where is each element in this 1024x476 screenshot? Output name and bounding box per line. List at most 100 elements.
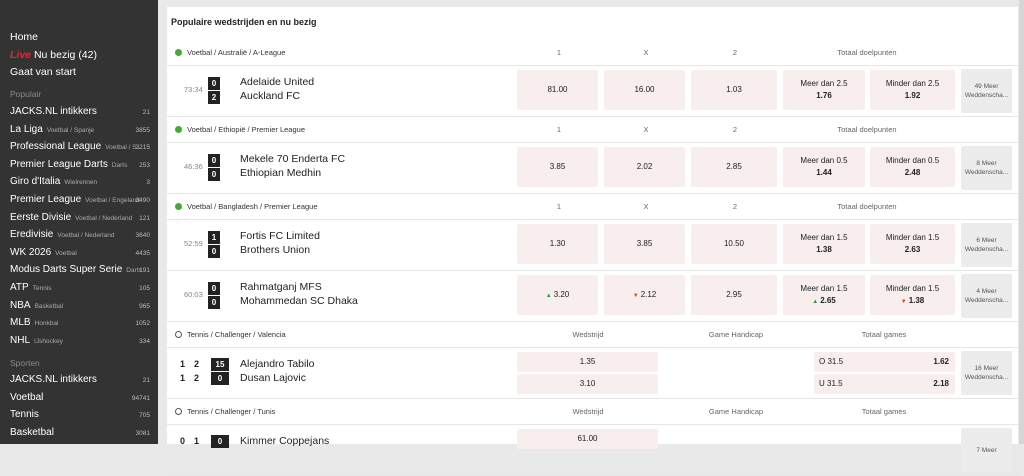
match-time: 52:59 xyxy=(184,239,203,248)
live-badge: Live xyxy=(10,49,32,61)
score: 1 xyxy=(208,231,220,244)
item-sub: Voetbal xyxy=(55,249,77,257)
odds-button[interactable]: 2.02 xyxy=(604,147,685,187)
more-bets-button[interactable]: 8 Meer Weddenscha... xyxy=(961,146,1012,190)
nav-upcoming[interactable]: Gaat van start xyxy=(10,66,76,78)
item-name: JACKS.NL intikkers xyxy=(10,374,97,385)
sidebar-item[interactable]: Giro d'Italia Wielrennen xyxy=(10,176,97,187)
sidebar-item[interactable]: La Liga Voetbal / Spanje xyxy=(10,124,94,135)
item-name: JACKS.NL intikkers xyxy=(10,106,97,117)
sidebar-item[interactable]: JACKS.NL intikkers xyxy=(10,106,97,117)
total-odd: 2.18 xyxy=(933,379,949,388)
odd-value: 81.00 xyxy=(547,85,568,94)
more-bets-button[interactable]: 16 Meer Weddenscha... xyxy=(961,351,1012,395)
odds-button[interactable]: 3.10 xyxy=(517,374,658,394)
item-count: 3855 xyxy=(135,126,150,134)
odds-button[interactable]: 61.00 xyxy=(517,429,658,449)
total-button[interactable]: Meer dan 1.5 ▲ 2.65 xyxy=(783,275,865,315)
team-name: Auckland FC xyxy=(240,90,301,102)
item-sub: Voetbal / S... xyxy=(105,144,143,152)
event-row: 46:36 0 0 Mekele 70 Enderta FC Ethiopian Med… xyxy=(167,143,1018,194)
more-bets-button[interactable]: 7 Meer xyxy=(961,428,1012,472)
sidebar-item[interactable]: Modus Darts Super Serie Darts xyxy=(10,264,142,275)
more-bets-button[interactable]: 49 Meer Weddenscha... xyxy=(961,69,1012,113)
odds-button[interactable]: 2.95 xyxy=(691,275,777,315)
sidebar-item[interactable]: Tennis xyxy=(10,409,39,420)
score: 0 xyxy=(208,77,220,90)
odds-button[interactable]: 2.85 xyxy=(691,147,777,187)
odds-button[interactable]: ▼ 2.12 xyxy=(604,275,685,315)
total-odd: 1.38 xyxy=(783,244,865,256)
column-header: Totaal doelpunten xyxy=(837,202,897,211)
sidebar-item[interactable]: NHL IJshockey xyxy=(10,335,63,346)
total-odd: 2.63 xyxy=(870,244,955,256)
event-row: 73:34 0 2 Adelaide United Auckland FC 81.00 16… xyxy=(167,66,1018,117)
sidebar-item[interactable]: Premier League Darts Darts xyxy=(10,159,127,170)
odds-button[interactable]: 3.85 xyxy=(517,147,598,187)
total-button[interactable]: Minder dan 0.5 2.48 xyxy=(870,147,955,187)
total-button[interactable]: Meer dan 2.5 1.76 xyxy=(783,70,865,110)
sidebar-item[interactable]: Eredivisie Voetbal / Nederland xyxy=(10,229,114,240)
item-sub: Voetbal / Nederland xyxy=(75,214,133,222)
odds-button[interactable]: 1.30 xyxy=(517,224,598,264)
sidebar-item[interactable]: WK 2026 Voetbal xyxy=(10,247,77,258)
more-bets-button[interactable]: 6 Meer Weddenscha... xyxy=(961,223,1012,267)
team-name: Mohammedan SC Dhaka xyxy=(240,295,358,307)
item-sub: Darts xyxy=(111,161,128,169)
odds-button[interactable]: 1.35 xyxy=(517,352,658,372)
odds-button[interactable]: 10.50 xyxy=(691,224,777,264)
set-score: 0 xyxy=(180,436,186,446)
trend-arrow: ▲ xyxy=(545,293,552,299)
match-time: 46:36 xyxy=(184,162,203,171)
odd-value: 1.38 xyxy=(908,296,925,305)
sidebar-item[interactable]: Eerste Divisie Voetbal / Nederland xyxy=(10,212,132,223)
total-odd: 2.48 xyxy=(870,167,955,179)
nav-live[interactable]: Live Nu bezig (42) xyxy=(10,49,97,61)
odds-button[interactable]: 81.00 xyxy=(517,70,598,110)
total-button[interactable]: Meer dan 1.5 1.38 xyxy=(783,224,865,264)
odds-button[interactable]: 3.85 xyxy=(604,224,685,264)
odds-button[interactable]: 1.03 xyxy=(691,70,777,110)
section-title: Sporten xyxy=(10,358,40,368)
more-bets-button[interactable]: 4 Meer Weddenscha... xyxy=(961,274,1012,318)
odd-value: 2.12 xyxy=(640,290,657,299)
sidebar-item[interactable]: JACKS.NL intikkers xyxy=(10,374,97,385)
total-button[interactable]: O 31.5 1.62 xyxy=(814,352,955,372)
odds-button[interactable]: 16.00 xyxy=(604,70,685,110)
item-count: 705 xyxy=(139,412,150,420)
column-header: Totaal doelpunten xyxy=(837,48,897,57)
item-name: ATP xyxy=(10,282,29,293)
scrollbar xyxy=(1019,0,1024,444)
column-header: Wedstrijd xyxy=(572,330,604,339)
score: 0 xyxy=(208,282,220,295)
group-path: Tennis / Challenger / Valencia xyxy=(187,330,286,339)
item-count: 3081 xyxy=(135,429,150,437)
match-time: 60:03 xyxy=(184,290,203,299)
sidebar-item[interactable]: MLB Honkbal xyxy=(10,317,58,328)
player-name: Dusan Lajovic xyxy=(240,372,306,384)
total-button[interactable]: Minder dan 2.5 1.92 xyxy=(870,70,955,110)
score: 2 xyxy=(208,91,220,104)
odd-value: 1.92 xyxy=(904,91,921,100)
odds-button[interactable]: ▲ 3.20 xyxy=(517,275,598,315)
sidebar-item[interactable]: NBA Basketbal xyxy=(10,300,63,311)
total-button[interactable]: Meer dan 0.5 1.44 xyxy=(783,147,865,187)
group-header: Tennis / Challenger / Valencia Wedstrijd G… xyxy=(167,322,1018,348)
total-label: Minder dan 1.5 xyxy=(885,233,940,242)
item-name: MLB xyxy=(10,317,31,329)
sidebar-item[interactable]: Basketbal xyxy=(10,427,54,438)
sidebar-item[interactable]: Premier League Voetbal / Engeland xyxy=(10,194,140,205)
total-button[interactable]: Minder dan 1.5 ▼ 1.38 xyxy=(870,275,955,315)
odd-value: 16.00 xyxy=(634,85,655,94)
nav-home[interactable]: Home xyxy=(10,31,39,43)
total-button[interactable]: U 31.5 2.18 xyxy=(814,374,955,394)
sidebar-item[interactable]: Voetbal xyxy=(10,392,43,403)
total-odd: 1.76 xyxy=(783,90,865,102)
item-name: Eerste Divisie xyxy=(10,211,72,223)
odd-value: 1.76 xyxy=(816,91,832,100)
total-button[interactable]: Minder dan 1.5 2.63 xyxy=(870,224,955,264)
item-name: La Liga xyxy=(10,123,43,135)
sidebar-item[interactable]: ATP Tennis xyxy=(10,282,52,293)
item-name: Giro d'Italia xyxy=(10,176,61,188)
sidebar-item[interactable]: Professional League Voetbal / S... xyxy=(10,141,142,152)
